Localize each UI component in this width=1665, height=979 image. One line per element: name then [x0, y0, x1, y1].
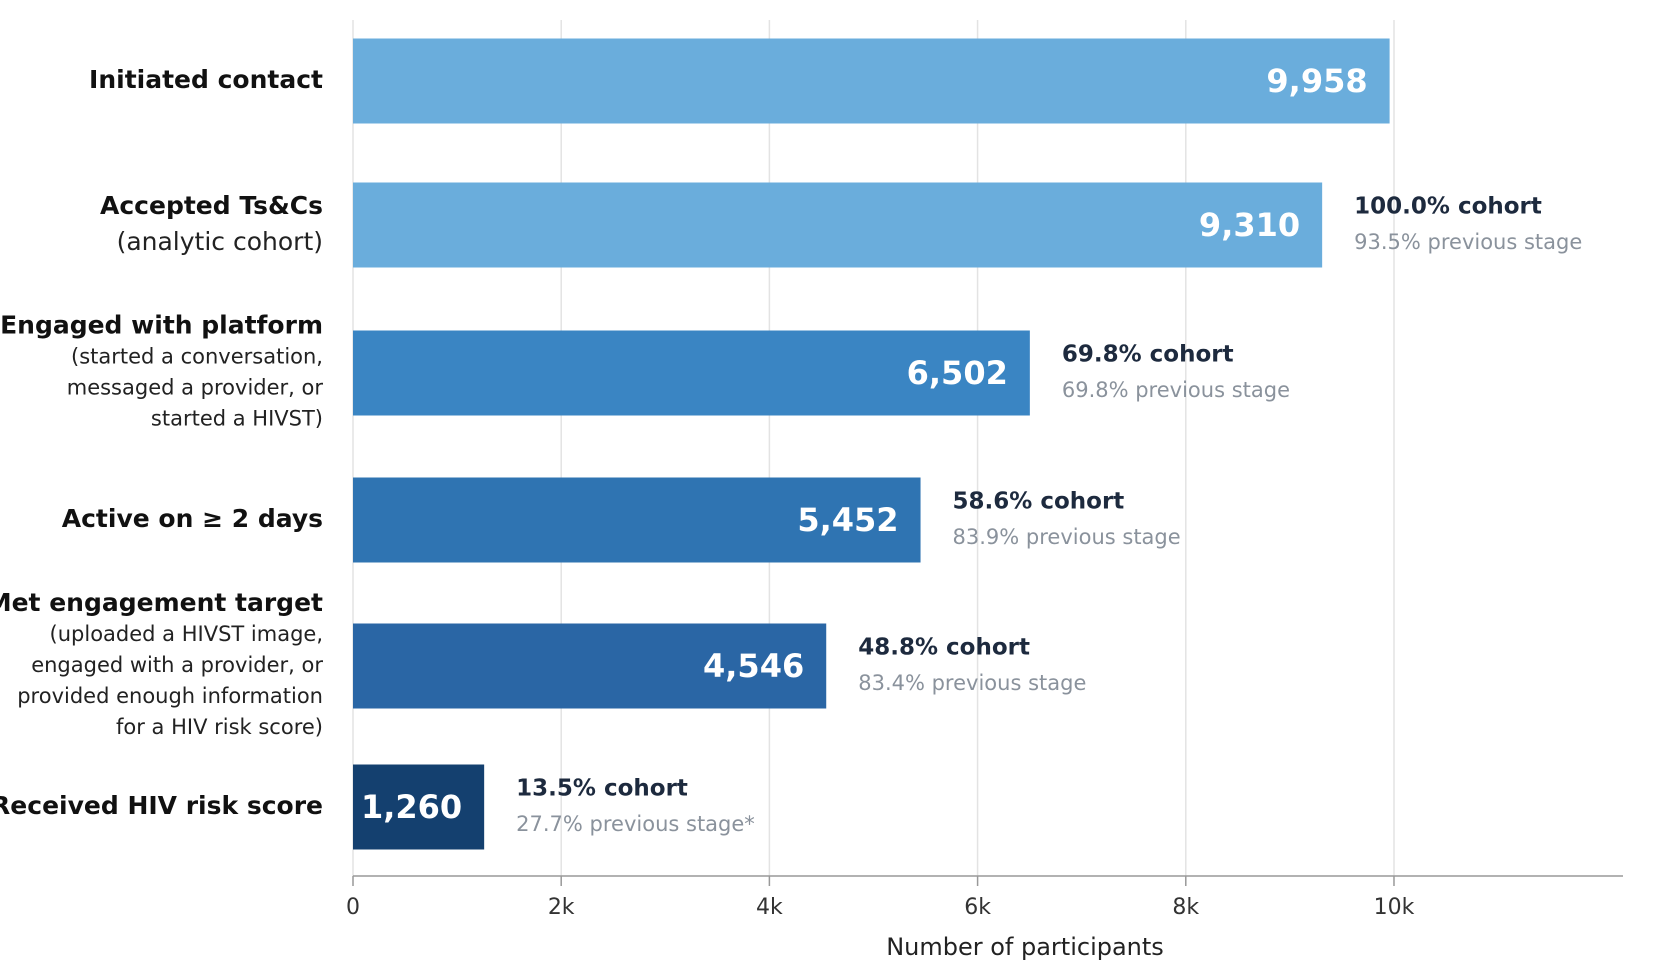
category-label: Active on ≥ 2 days: [62, 504, 323, 533]
bar: [353, 623, 827, 709]
previous-stage-annotation: 27.7% previous stage*: [516, 812, 755, 836]
x-tick-label: 0: [346, 895, 360, 920]
value-label: 9,958: [1266, 62, 1367, 100]
previous-stage-annotation: 83.9% previous stage: [953, 525, 1181, 549]
x-tick-label: 8k: [1172, 895, 1199, 920]
x-axis-title: Number of participants: [886, 933, 1164, 961]
value-label: 4,546: [703, 647, 804, 685]
category-detail: for a HIV risk score): [116, 715, 323, 739]
value-label: 9,310: [1199, 206, 1300, 244]
cohort-annotation: 48.8% cohort: [858, 635, 1030, 661]
category-label: Accepted Ts&Cs: [100, 191, 323, 220]
category-detail: started a HIVST): [151, 407, 323, 431]
cohort-annotation: 13.5% cohort: [516, 776, 688, 802]
x-tick-label: 2k: [548, 895, 575, 920]
category-detail: (uploaded a HIVST image,: [50, 622, 323, 646]
category-label: Met engagement target: [0, 588, 323, 617]
category-label: Engaged with platform: [0, 311, 323, 340]
x-tick-label: 10k: [1374, 895, 1415, 920]
bar: [353, 764, 485, 850]
category-detail: messaged a provider, or: [67, 376, 324, 400]
value-label: 1,260: [361, 788, 462, 826]
category-detail: provided enough information: [17, 684, 323, 708]
previous-stage-annotation: 93.5% previous stage: [1354, 230, 1582, 254]
category-label: Initiated contact: [89, 65, 323, 94]
category-detail: (started a conversation,: [71, 345, 323, 369]
bar: [353, 38, 1390, 124]
category-label: Received HIV risk score: [0, 791, 323, 820]
bar: [353, 330, 1030, 416]
cohort-annotation: 69.8% cohort: [1062, 342, 1234, 368]
bar: [353, 477, 921, 563]
value-label: 6,502: [907, 354, 1008, 392]
x-tick-label: 4k: [756, 895, 783, 920]
value-label: 5,452: [797, 501, 898, 539]
cohort-annotation: 100.0% cohort: [1354, 194, 1542, 220]
bar: [353, 182, 1323, 268]
x-tick-label: 6k: [964, 895, 991, 920]
previous-stage-annotation: 69.8% previous stage: [1062, 378, 1290, 402]
category-detail: (analytic cohort): [117, 227, 323, 256]
cohort-annotation: 58.6% cohort: [953, 489, 1125, 515]
category-detail: engaged with a provider, or: [31, 653, 323, 677]
previous-stage-annotation: 83.4% previous stage: [858, 671, 1086, 695]
